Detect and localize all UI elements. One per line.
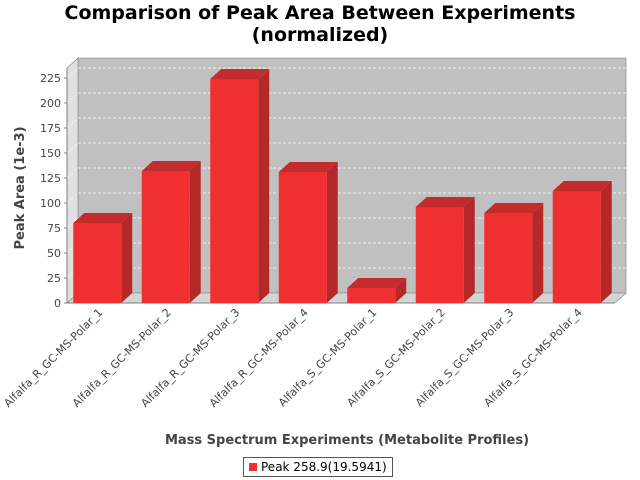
bar-chart: 0 25 50 75 100 125 150 175 200 225 Alfalfa_R_GC-M…	[1, 57, 627, 448]
bar	[278, 162, 338, 303]
bar-side	[395, 278, 407, 303]
bar-side	[532, 203, 544, 303]
bar-top	[552, 181, 612, 191]
bar-top	[141, 161, 201, 171]
bar-front	[484, 213, 533, 303]
bar	[141, 161, 201, 303]
bar	[484, 203, 544, 303]
y-tick-label: 225	[40, 72, 61, 85]
y-tick-label: 25	[47, 272, 61, 285]
legend-swatch	[249, 463, 257, 471]
gridline-side	[66, 92, 79, 104]
bar-front	[73, 223, 122, 303]
bar-side	[121, 213, 133, 303]
gridline-side	[66, 67, 79, 79]
gridline-side	[66, 192, 79, 204]
bar	[415, 197, 475, 303]
bar-front	[141, 171, 190, 303]
y-tick-label: 100	[40, 197, 61, 210]
y-tick-label: 125	[40, 172, 61, 185]
bar-front	[278, 172, 327, 303]
bar-side	[189, 161, 201, 303]
bar-top	[73, 213, 133, 223]
bar-front	[347, 288, 396, 303]
bar	[347, 278, 407, 303]
bar-side	[258, 69, 270, 303]
bar	[73, 213, 133, 303]
y-tick-label: 0	[54, 297, 61, 310]
y-tick-label: 175	[40, 122, 61, 135]
gridline-side	[66, 142, 79, 154]
y-tick-label: 50	[47, 247, 61, 260]
y-tick-label: 150	[40, 147, 61, 160]
chart-title-line-2: (normalized)	[251, 24, 389, 46]
x-axis-title: Mass Spectrum Experiments (Metabolite Pr…	[165, 433, 529, 448]
gridline-side	[66, 217, 79, 229]
bar-front	[210, 79, 259, 303]
bar	[552, 181, 612, 303]
bar-front	[552, 191, 601, 303]
bar-side	[463, 197, 475, 303]
y-tick-labels: 0 25 50 75 100 125 150 175 200 225	[40, 72, 61, 310]
bar-front	[415, 207, 464, 303]
legend-label: Peak 258.9(19.5941)	[261, 460, 387, 474]
bar-top	[484, 203, 544, 213]
y-tick-label: 200	[40, 97, 61, 110]
bar	[210, 69, 270, 303]
bar-side	[600, 181, 612, 303]
bars	[73, 69, 612, 303]
chart-title: Comparison of Peak Area Between Experime…	[0, 2, 640, 46]
gridline-side	[66, 167, 79, 179]
chart-title-line-1: Comparison of Peak Area Between Experime…	[64, 2, 576, 24]
bar-top	[278, 162, 338, 172]
bar-side	[326, 162, 338, 303]
gridline-side	[66, 117, 79, 129]
y-tick-label: 75	[47, 222, 61, 235]
legend: Peak 258.9(19.5941)	[243, 457, 393, 477]
y-axis-title: Peak Area (1e-3)	[13, 126, 28, 249]
bar-top	[210, 69, 270, 79]
bar-top	[347, 278, 407, 288]
bar-top	[415, 197, 475, 207]
x-category-labels: Alfalfa_R_GC-MS-Polar_1Alfalfa_R_GC-MS-P…	[1, 306, 584, 410]
